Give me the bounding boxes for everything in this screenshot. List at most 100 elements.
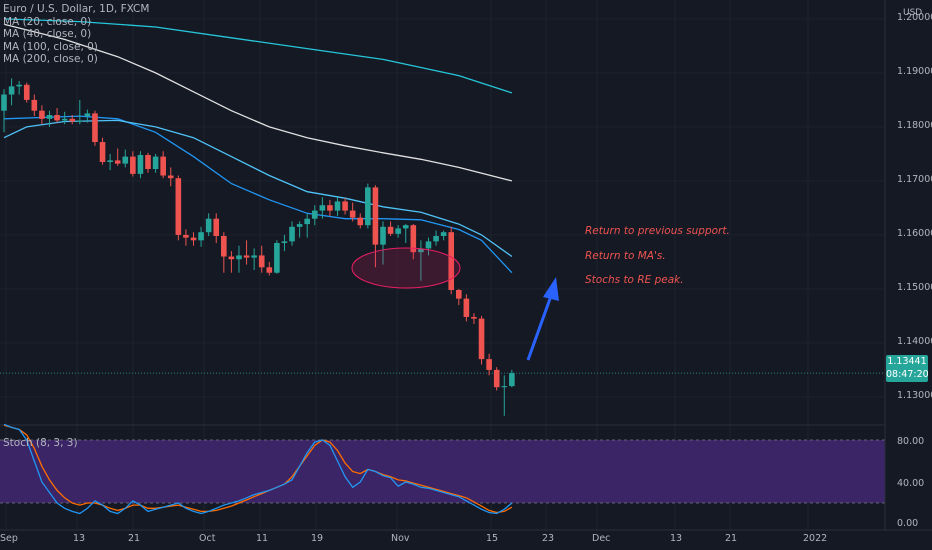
time-tick-label: 2022 — [803, 533, 828, 544]
chart-legend: Euro / U.S. Dollar, 1D, FXCM MA (20, clo… — [3, 3, 149, 66]
candle-body — [410, 225, 417, 253]
candle-body — [327, 205, 333, 211]
symbol-title[interactable]: Euro / U.S. Dollar, 1D, FXCM — [3, 3, 150, 15]
candle — [69, 115, 76, 125]
candle — [509, 369, 515, 388]
candle-body — [456, 289, 462, 299]
candle — [213, 213, 220, 244]
candle-body — [365, 187, 371, 226]
candle — [31, 94, 38, 117]
candle — [228, 251, 235, 273]
candle-body — [39, 110, 45, 119]
candle-body — [372, 187, 379, 245]
stoch-legend[interactable]: Stoch (8, 3, 3) — [3, 437, 78, 449]
current-price: 1.13441 — [887, 356, 927, 367]
candle — [304, 213, 310, 238]
candle — [372, 185, 379, 268]
candle — [463, 294, 470, 322]
candle — [114, 148, 121, 166]
price-tick-label: 1.13000 — [897, 389, 932, 401]
candle-body — [258, 255, 265, 268]
candle — [137, 151, 144, 179]
candle-body — [342, 201, 348, 211]
stoch-d-line — [3, 424, 513, 514]
candle-body — [418, 248, 424, 253]
candle-body — [114, 160, 121, 164]
candle — [130, 151, 136, 177]
candle — [425, 237, 432, 256]
legend-ma-20[interactable]: MA (20, close, 0) — [3, 15, 92, 28]
candle-body — [84, 113, 91, 117]
candle — [493, 367, 500, 391]
bar-countdown: 08:47:20 — [886, 369, 929, 380]
candle — [243, 240, 250, 265]
candle-body — [471, 316, 477, 319]
candle — [152, 153, 159, 173]
time-tick-label: Oct — [199, 533, 216, 544]
candle-body — [501, 386, 508, 388]
candle — [145, 152, 151, 173]
time-tick-label: 15 — [486, 533, 499, 544]
candle-body — [175, 178, 182, 235]
legend-ma-200[interactable]: MA (200, close, 0) — [3, 53, 98, 65]
candle-body — [54, 115, 60, 121]
candle-body — [266, 267, 273, 273]
candle-body — [183, 234, 189, 238]
candle-body — [243, 255, 250, 258]
candle-body — [130, 156, 136, 174]
candle — [1, 89, 7, 133]
candle-body — [236, 255, 242, 260]
candle — [61, 111, 68, 125]
candle-body — [296, 224, 303, 227]
price-tick-label: 1.15000 — [897, 281, 932, 293]
candle — [357, 213, 364, 229]
stoch-k-line — [3, 423, 513, 515]
legend-ma-40[interactable]: MA (40, close, 0) — [3, 28, 92, 40]
candle-body — [198, 232, 204, 241]
highlight-ellipse — [351, 247, 461, 289]
candle-body — [167, 175, 174, 179]
arrow-head — [543, 277, 559, 301]
stoch-band — [0, 440, 885, 503]
candle-body — [387, 226, 394, 234]
currency-label[interactable]: USD — [903, 8, 923, 18]
candle-body — [493, 369, 500, 388]
candle-body — [205, 218, 212, 233]
candle — [39, 105, 45, 125]
candle — [349, 202, 356, 222]
candle — [198, 226, 204, 247]
price-tick-label: 1.20000 — [897, 11, 932, 23]
candle — [167, 167, 174, 187]
candle — [387, 221, 394, 236]
candle — [380, 221, 386, 265]
candle — [160, 151, 166, 179]
legend-ma-100[interactable]: MA (100, close, 0) — [3, 40, 98, 53]
candle-body — [433, 235, 439, 242]
candle — [334, 197, 341, 217]
candle — [122, 149, 129, 168]
candle-body — [251, 255, 257, 258]
candle — [77, 99, 83, 125]
candle-body — [304, 218, 310, 225]
candle-body — [357, 217, 364, 226]
price-tick-label: 1.14000 — [897, 335, 932, 347]
candle — [402, 224, 409, 244]
candle-body — [122, 156, 129, 164]
candle — [84, 109, 91, 123]
candle-body — [16, 84, 22, 87]
time-tick-label: Sep — [0, 533, 18, 544]
candle — [311, 205, 318, 226]
annotation-stochs: Stochs to RE peak. — [585, 274, 684, 286]
candle — [23, 82, 30, 103]
time-tick-label: Dec — [592, 533, 611, 544]
candle-body — [395, 228, 401, 234]
candle — [486, 353, 492, 376]
candle-body — [281, 241, 288, 244]
candle-body — [228, 256, 235, 260]
candle — [236, 245, 242, 273]
candle — [342, 198, 348, 215]
candle — [281, 234, 288, 252]
candle — [205, 213, 212, 236]
candle — [410, 224, 417, 260]
